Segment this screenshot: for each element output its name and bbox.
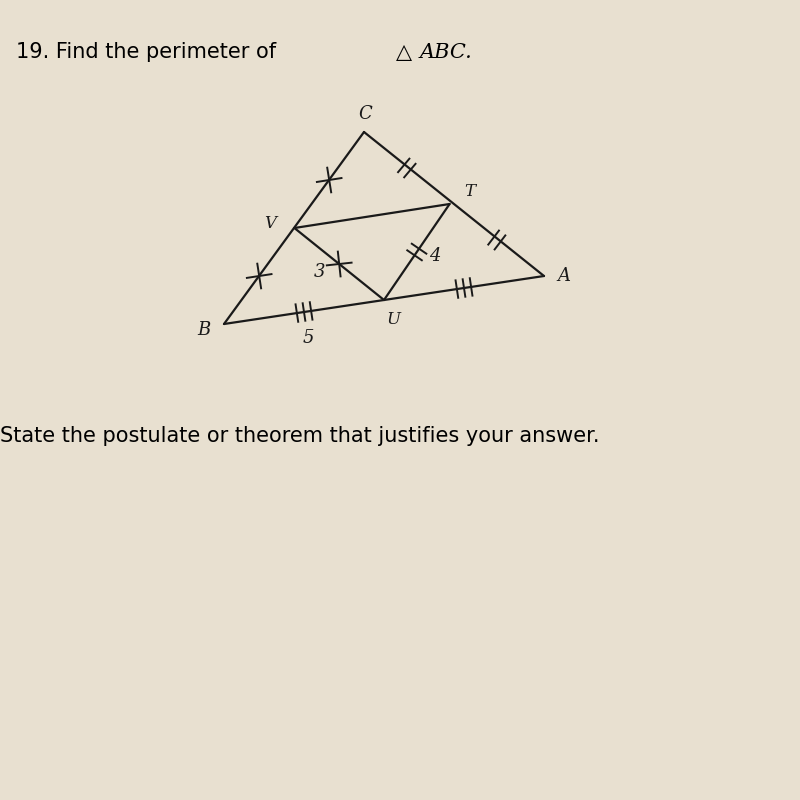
Text: T: T — [464, 183, 475, 201]
Text: B: B — [198, 322, 210, 339]
Text: U: U — [386, 311, 401, 329]
Text: 4: 4 — [429, 247, 440, 265]
Text: 5: 5 — [302, 329, 314, 346]
Text: ABC.: ABC. — [420, 42, 473, 62]
Text: △: △ — [396, 42, 412, 62]
Text: 19. Find the perimeter of: 19. Find the perimeter of — [16, 42, 282, 62]
Text: A: A — [558, 267, 570, 285]
Text: C: C — [358, 106, 373, 123]
Text: 3: 3 — [314, 263, 325, 281]
Text: State the postulate or theorem that justifies your answer.: State the postulate or theorem that just… — [0, 426, 599, 446]
Text: V: V — [264, 215, 277, 233]
